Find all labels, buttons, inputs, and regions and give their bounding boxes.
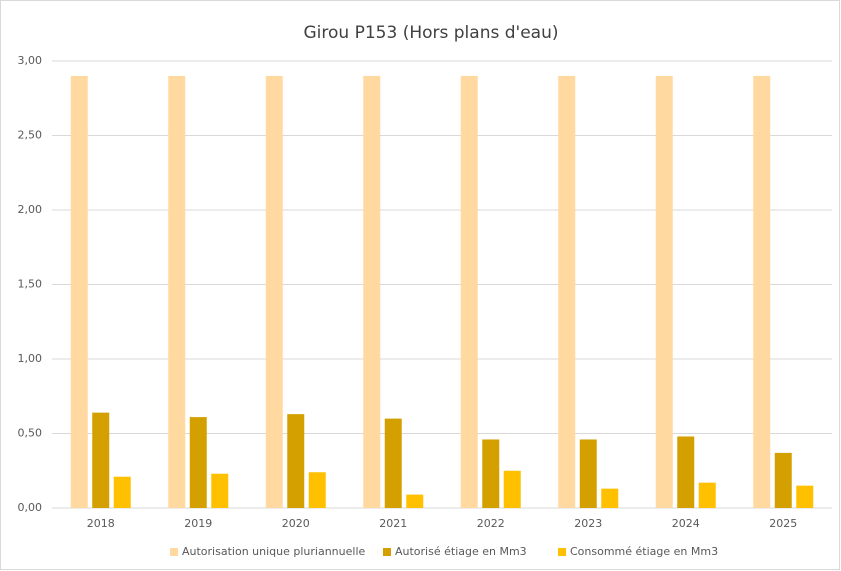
legend-swatch: [383, 548, 391, 556]
legend-label: Autorisation unique pluriannuelle: [182, 545, 365, 558]
bar: [384, 418, 402, 508]
bar: [558, 75, 576, 509]
bar: [211, 473, 229, 508]
x-tick-label: 2022: [477, 517, 505, 530]
bar: [460, 75, 478, 509]
y-tick-label: 2,50: [18, 129, 43, 142]
bar: [753, 75, 771, 509]
x-tick-label: 2024: [672, 517, 700, 530]
legend-label: Consommé étiage en Mm3: [570, 545, 718, 558]
bar: [363, 75, 381, 509]
y-tick-label: 3,00: [18, 54, 43, 67]
bar: [579, 439, 597, 508]
legend-swatch: [170, 548, 178, 556]
y-tick-label: 0,00: [18, 501, 43, 514]
bar: [92, 412, 110, 508]
bar: [655, 75, 673, 509]
bar: [774, 452, 792, 508]
bar: [677, 436, 695, 508]
x-tick-label: 2018: [87, 517, 115, 530]
bar: [503, 470, 521, 508]
chart-title: Girou P153 (Hors plans d'eau): [304, 23, 559, 43]
x-tick-label: 2020: [282, 517, 310, 530]
bar: [70, 75, 88, 509]
bar: [189, 417, 207, 508]
bar: [406, 494, 424, 508]
x-tick-label: 2025: [769, 517, 797, 530]
bar: [308, 472, 326, 508]
bar: [287, 414, 305, 508]
bar: [698, 482, 716, 508]
bar: [168, 75, 186, 509]
bar: [482, 439, 500, 508]
bar: [601, 488, 619, 508]
x-tick-label: 2021: [379, 517, 407, 530]
bar: [265, 75, 283, 509]
y-tick-label: 2,00: [18, 203, 43, 216]
y-tick-label: 0,50: [18, 427, 43, 440]
legend-label: Autorisé étiage en Mm3: [395, 545, 527, 558]
bar: [796, 485, 814, 508]
legend-swatch: [558, 548, 566, 556]
y-tick-label: 1,00: [18, 352, 43, 365]
x-tick-label: 2019: [184, 517, 212, 530]
bar: [113, 476, 131, 508]
x-tick-label: 2023: [574, 517, 602, 530]
y-tick-label: 1,50: [18, 278, 43, 291]
